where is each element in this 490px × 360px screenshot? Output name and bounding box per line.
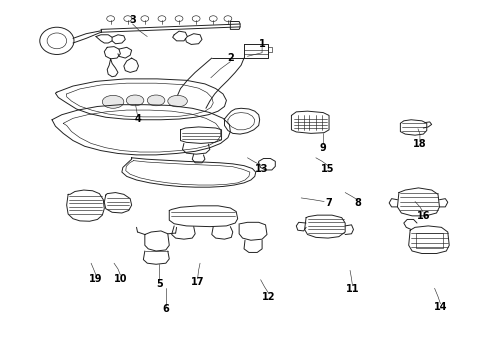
- Text: 12: 12: [262, 292, 275, 302]
- Ellipse shape: [168, 95, 187, 107]
- Text: 15: 15: [321, 164, 335, 174]
- Text: 10: 10: [114, 274, 127, 284]
- Text: 4: 4: [134, 114, 141, 124]
- Text: 9: 9: [320, 143, 326, 153]
- Ellipse shape: [102, 95, 124, 108]
- Text: 19: 19: [89, 274, 103, 284]
- Text: 6: 6: [163, 304, 169, 314]
- Text: 18: 18: [413, 139, 427, 149]
- Text: 14: 14: [434, 302, 447, 312]
- Text: 17: 17: [191, 277, 204, 287]
- Text: 11: 11: [346, 284, 359, 294]
- Text: 13: 13: [255, 164, 269, 174]
- Text: 2: 2: [227, 53, 234, 63]
- Text: 1: 1: [259, 39, 266, 49]
- Text: 8: 8: [354, 198, 361, 208]
- Text: 5: 5: [156, 279, 163, 289]
- Text: 7: 7: [326, 198, 332, 208]
- Text: 3: 3: [129, 15, 136, 26]
- Bar: [416, 233, 443, 248]
- Ellipse shape: [126, 95, 144, 106]
- Ellipse shape: [147, 95, 165, 106]
- Text: 16: 16: [416, 211, 430, 221]
